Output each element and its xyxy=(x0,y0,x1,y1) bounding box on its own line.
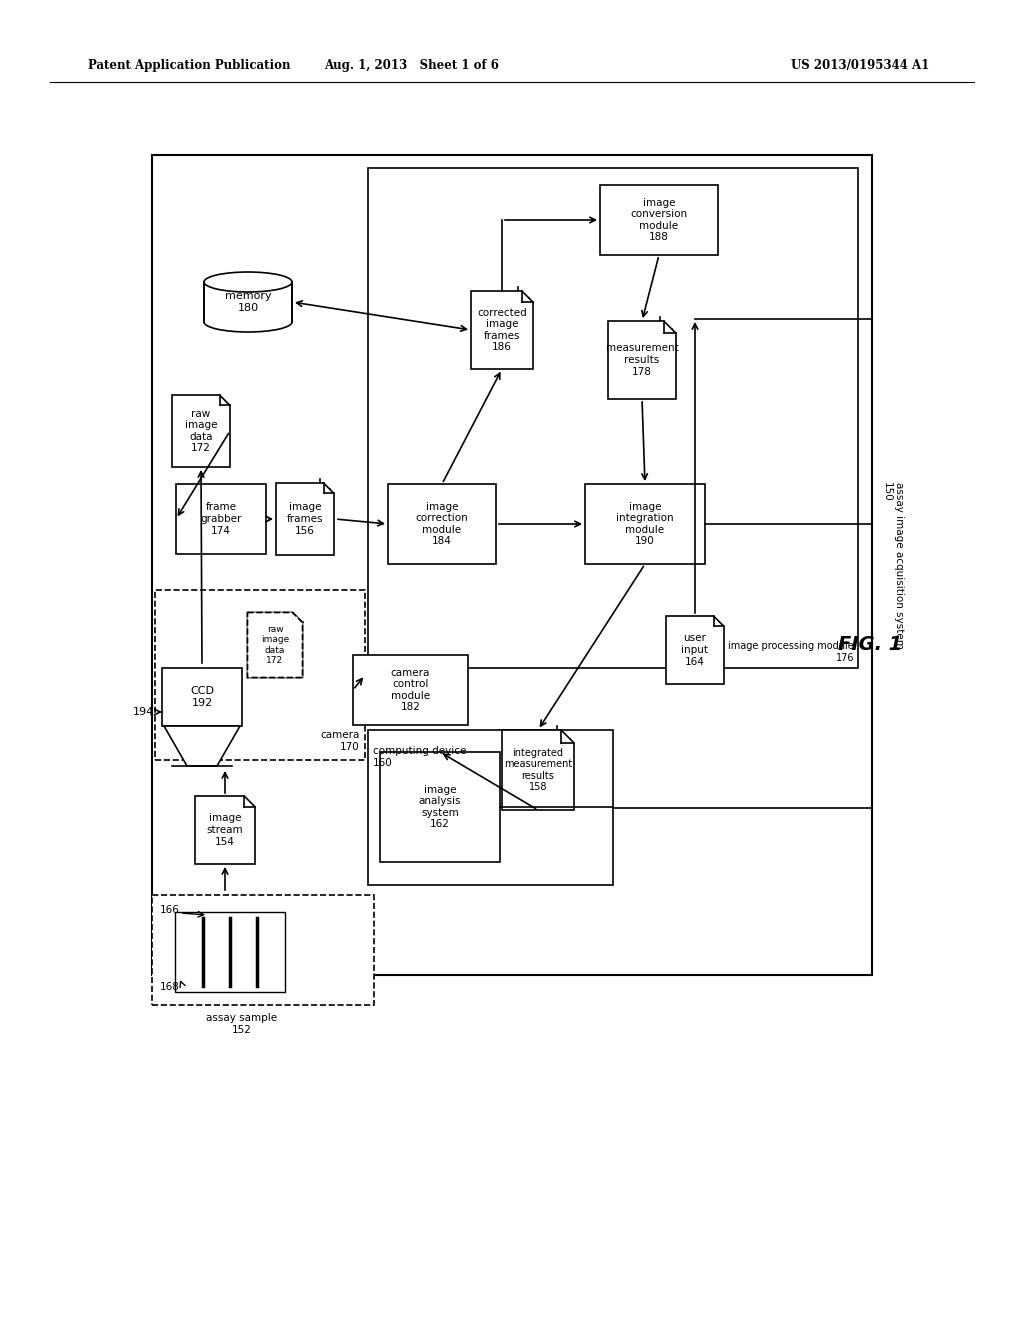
Bar xyxy=(155,590,365,760)
Bar xyxy=(176,484,266,554)
Text: image
integration
module
190: image integration module 190 xyxy=(616,502,674,546)
Text: CCD
192: CCD 192 xyxy=(190,686,214,708)
Bar xyxy=(152,895,374,1005)
Text: raw
image
data
172: raw image data 172 xyxy=(184,409,217,453)
Polygon shape xyxy=(502,730,574,810)
Polygon shape xyxy=(604,317,672,395)
Text: image processing module
176: image processing module 176 xyxy=(728,642,854,663)
Bar xyxy=(162,668,242,726)
Polygon shape xyxy=(600,313,668,391)
Polygon shape xyxy=(276,483,334,554)
Text: assay sample
152: assay sample 152 xyxy=(207,1012,278,1035)
Text: image
conversion
module
188: image conversion module 188 xyxy=(631,198,687,243)
Text: 166: 166 xyxy=(160,906,180,915)
Text: 194: 194 xyxy=(133,708,154,717)
Text: US 2013/0195344 A1: US 2013/0195344 A1 xyxy=(791,58,929,71)
Text: frame
grabber
174: frame grabber 174 xyxy=(201,503,242,536)
Polygon shape xyxy=(268,475,326,546)
Text: user
input
164: user input 164 xyxy=(682,634,709,667)
Text: 168: 168 xyxy=(160,982,180,993)
Text: image
stream
154: image stream 154 xyxy=(207,813,244,846)
Bar xyxy=(600,185,718,255)
Bar xyxy=(388,484,496,564)
Ellipse shape xyxy=(204,312,292,333)
Text: assay image acquisition system
150: assay image acquisition system 150 xyxy=(882,482,903,648)
Bar xyxy=(353,655,468,725)
Text: Patent Application Publication: Patent Application Publication xyxy=(88,58,291,71)
Bar xyxy=(204,282,292,322)
Polygon shape xyxy=(172,395,230,467)
Polygon shape xyxy=(248,612,302,677)
Polygon shape xyxy=(164,726,240,766)
Text: camera
control
module
182: camera control module 182 xyxy=(391,668,430,713)
Polygon shape xyxy=(195,796,255,865)
Text: image
analysis
system
162: image analysis system 162 xyxy=(419,784,461,829)
Polygon shape xyxy=(498,726,570,807)
Polygon shape xyxy=(608,321,676,399)
Text: corrected
image
frames
186: corrected image frames 186 xyxy=(477,308,527,352)
Polygon shape xyxy=(494,722,566,803)
Text: raw
image
data
172: raw image data 172 xyxy=(261,624,289,665)
Polygon shape xyxy=(666,616,724,684)
Ellipse shape xyxy=(204,272,292,292)
Bar xyxy=(368,730,613,884)
Bar xyxy=(152,154,872,975)
Polygon shape xyxy=(272,479,330,550)
Bar xyxy=(368,168,858,668)
Text: FIG. 1: FIG. 1 xyxy=(838,635,902,655)
Text: image
correction
module
184: image correction module 184 xyxy=(416,502,468,546)
Polygon shape xyxy=(471,290,534,370)
Polygon shape xyxy=(463,282,525,360)
Bar xyxy=(585,484,705,564)
Text: camera
170: camera 170 xyxy=(321,730,360,752)
Bar xyxy=(380,752,500,862)
Text: image
frames
156: image frames 156 xyxy=(287,503,324,536)
Text: Aug. 1, 2013   Sheet 1 of 6: Aug. 1, 2013 Sheet 1 of 6 xyxy=(325,58,500,71)
Bar xyxy=(175,912,285,993)
Text: integrated
measurement
results
158: integrated measurement results 158 xyxy=(504,747,572,792)
Text: memory
180: memory 180 xyxy=(224,292,271,313)
Polygon shape xyxy=(248,612,302,677)
Text: computing device
160: computing device 160 xyxy=(373,746,466,768)
Text: measurement
results
178: measurement results 178 xyxy=(605,343,678,376)
Polygon shape xyxy=(467,286,529,366)
